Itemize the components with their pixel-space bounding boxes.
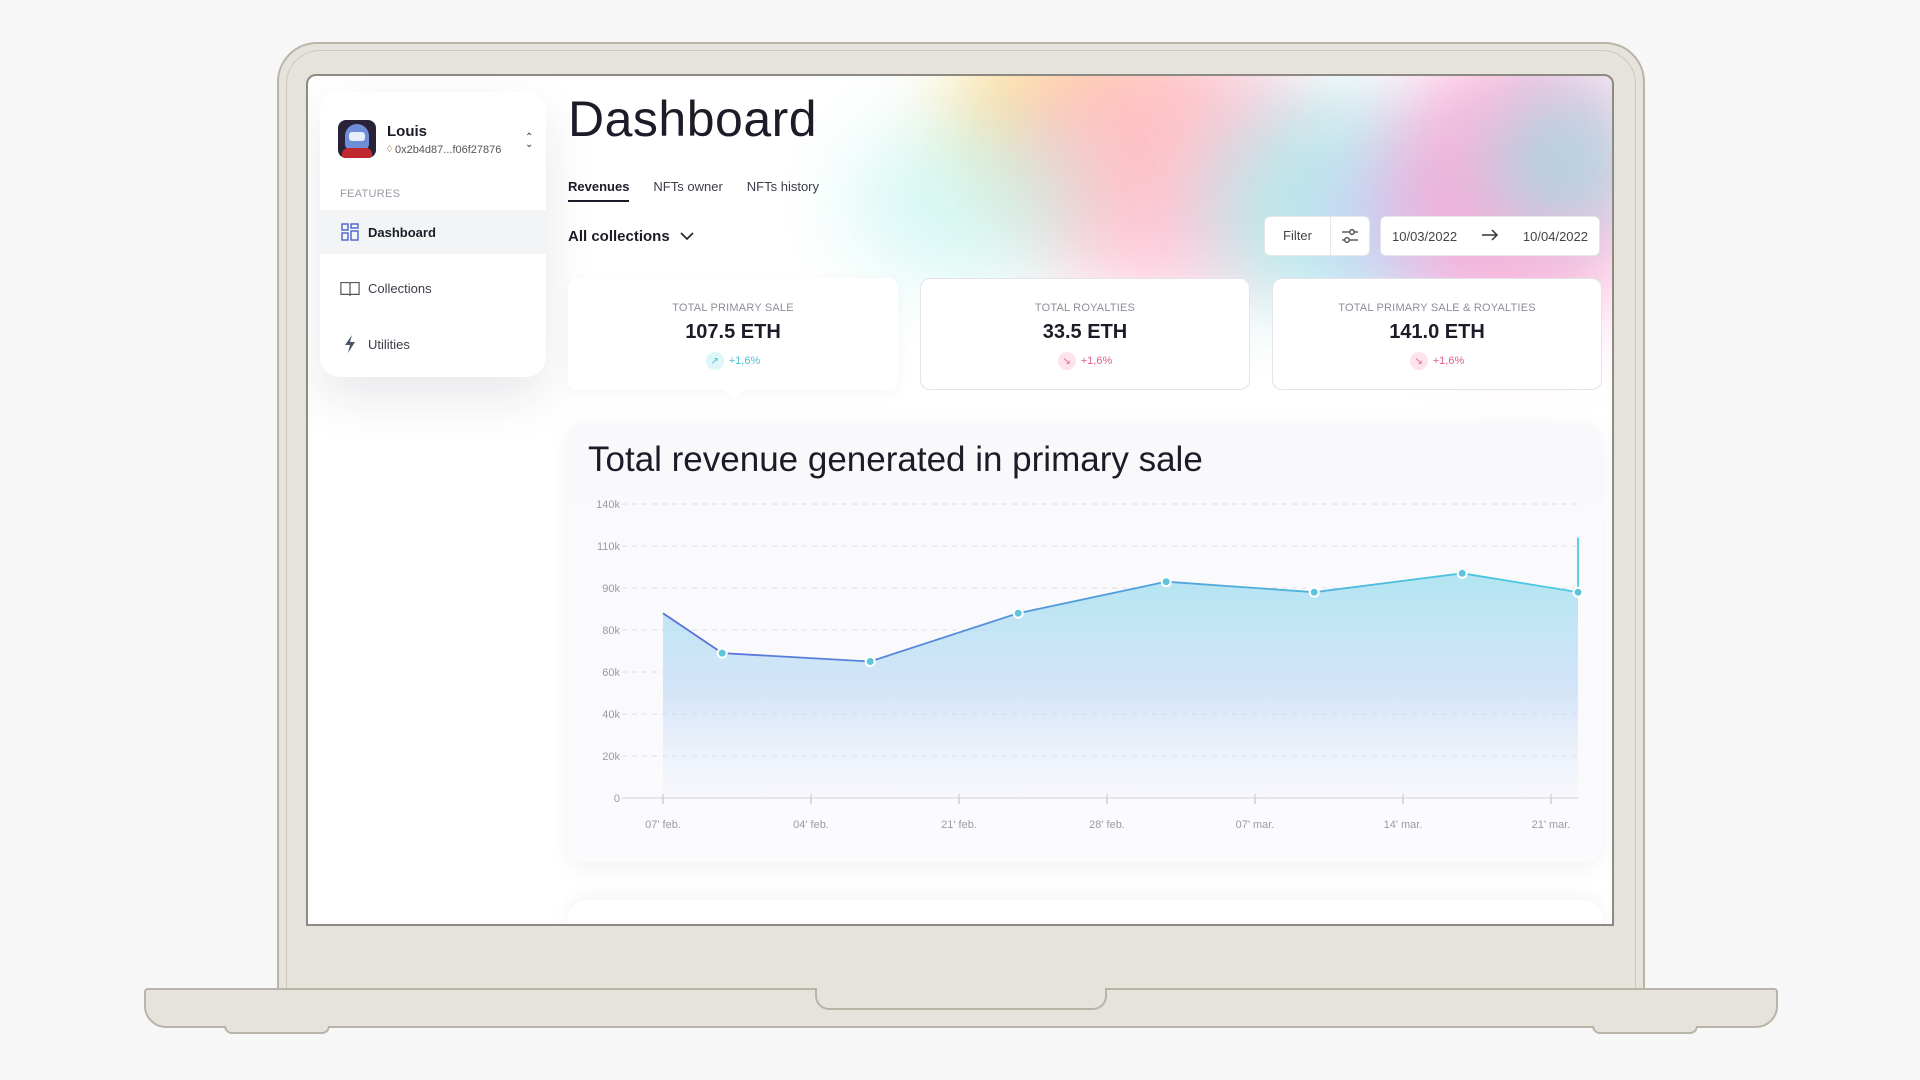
book-icon: [340, 278, 360, 298]
y-tick-label: 80k: [602, 625, 620, 637]
stat-value: 141.0 ETH: [1389, 321, 1485, 343]
stat-change: ↘ +1,6%: [1273, 352, 1601, 370]
stat-label: TOTAL PRIMARY SALE: [672, 302, 794, 314]
sliders-icon[interactable]: [1331, 228, 1369, 244]
y-tick-label: 0: [614, 793, 620, 805]
stat-card-primary-sale[interactable]: TOTAL PRIMARY SALE 107.5 ETH ↗ +1,6%: [568, 278, 898, 390]
stat-card-royalties[interactable]: TOTAL ROYALTIES 33.5 ETH ↘ +1,6%: [920, 278, 1250, 390]
page-title: Dashboard: [568, 91, 818, 147]
y-tick-label: 60k: [602, 667, 620, 679]
laptop-notch: [815, 988, 1107, 1010]
stat-label: TOTAL ROYALTIES: [1034, 302, 1136, 314]
data-point: [1572, 586, 1584, 598]
sidebar-item-label: Utilities: [368, 336, 410, 352]
y-tick-label: 140k: [596, 499, 620, 511]
sidebar-item-dashboard[interactable]: Dashboard: [320, 210, 546, 254]
arrow-down-right-icon: ↘: [1409, 352, 1428, 370]
revenue-area: [663, 537, 1578, 798]
features-section-label: FEATURES: [340, 188, 401, 200]
laptop-foot-left: [224, 1026, 330, 1034]
tab-nfts-owner[interactable]: NFTs owner: [653, 179, 723, 194]
filter-control: Filter: [1264, 216, 1370, 256]
stat-value: 33.5 ETH: [1042, 321, 1128, 343]
x-tick-label: 21' feb.: [941, 819, 977, 831]
y-tick-label: 20k: [602, 751, 620, 763]
app-screen: Louis ◊ 0x2b4d87...f06f27876 ⌃ ⌄ FEATURES…: [306, 74, 1614, 926]
arrow-down-right-icon: ↘: [1057, 352, 1076, 370]
x-tick-label: 28' feb.: [1089, 819, 1125, 831]
sidebar-item-utilities[interactable]: Utilities: [320, 322, 546, 366]
data-point: [1308, 586, 1320, 598]
chevron-down-icon: [680, 228, 694, 245]
sidebar-item-label: Collections: [368, 280, 432, 296]
filter-button[interactable]: Filter: [1265, 217, 1331, 255]
chart-title: Total revenue generated in primary sale: [588, 440, 1203, 479]
data-point: [1012, 607, 1024, 619]
sidebar-item-collections[interactable]: Collections: [320, 266, 546, 310]
tab-nfts-history[interactable]: NFTs history: [746, 179, 820, 194]
sidebar: Louis ◊ 0x2b4d87...f06f27876 ⌃ ⌄ FEATURES…: [320, 92, 546, 377]
data-point: [1160, 576, 1172, 588]
revenue-area-chart: 0 20k 40k 60k 80k 90k 110k 140k 07' feb. 04' feb.…: [596, 499, 1584, 831]
ethereum-icon: ◊: [387, 144, 392, 155]
date-range-end: 10/04/2022: [1522, 228, 1588, 244]
revenue-chart-card: Total revenue generated in primary sale …: [568, 422, 1602, 862]
y-tick-label: 90k: [602, 583, 620, 595]
tab-bar: Revenues NFTs owner NFTs history: [568, 179, 819, 202]
stat-change: ↗ +1,6%: [569, 352, 897, 370]
laptop-foot-right: [1592, 1026, 1698, 1034]
data-point: [1456, 567, 1468, 579]
stat-card-total[interactable]: TOTAL PRIMARY SALE & ROYALTIES 141.0 ETH…: [1272, 278, 1602, 390]
sidebar-item-label: Dashboard: [368, 224, 436, 240]
avatar: [338, 120, 376, 158]
stat-label: TOTAL PRIMARY SALE & ROYALTIES: [1338, 302, 1536, 314]
date-range-picker[interactable]: 10/03/2022 10/04/2022: [1380, 216, 1600, 256]
arrow-right-icon: [1481, 228, 1499, 244]
tab-revenues[interactable]: Revenues: [568, 179, 630, 202]
x-tick-label: 07' feb.: [645, 819, 681, 831]
account-switcher[interactable]: Louis ◊ 0x2b4d87...f06f27876: [338, 120, 501, 158]
data-point: [716, 647, 728, 659]
stat-change: ↘ +1,6%: [921, 352, 1249, 370]
x-tick-label: 07' mar.: [1236, 819, 1275, 831]
grid-icon: [340, 222, 360, 242]
collection-dropdown-label: All collections: [568, 228, 670, 245]
collection-dropdown[interactable]: All collections: [568, 228, 694, 245]
date-range-start: 10/03/2022: [1392, 228, 1458, 244]
arrow-up-right-icon: ↗: [705, 352, 724, 370]
chevron-updown-icon[interactable]: ⌃ ⌄: [525, 132, 534, 150]
x-tick-label: 21' mar.: [1532, 819, 1571, 831]
wallet-address: 0x2b4d87...f06f27876: [394, 143, 502, 156]
stat-value: 107.5 ETH: [685, 321, 781, 343]
y-tick-label: 40k: [602, 709, 620, 721]
secondary-card: [568, 900, 1602, 924]
user-name: Louis: [387, 122, 427, 140]
lightning-icon: [340, 334, 360, 354]
y-tick-label: 110k: [597, 541, 621, 553]
x-tick-label: 04' feb.: [793, 819, 829, 831]
data-point: [864, 656, 876, 667]
x-tick-label: 14' mar.: [1384, 819, 1423, 831]
